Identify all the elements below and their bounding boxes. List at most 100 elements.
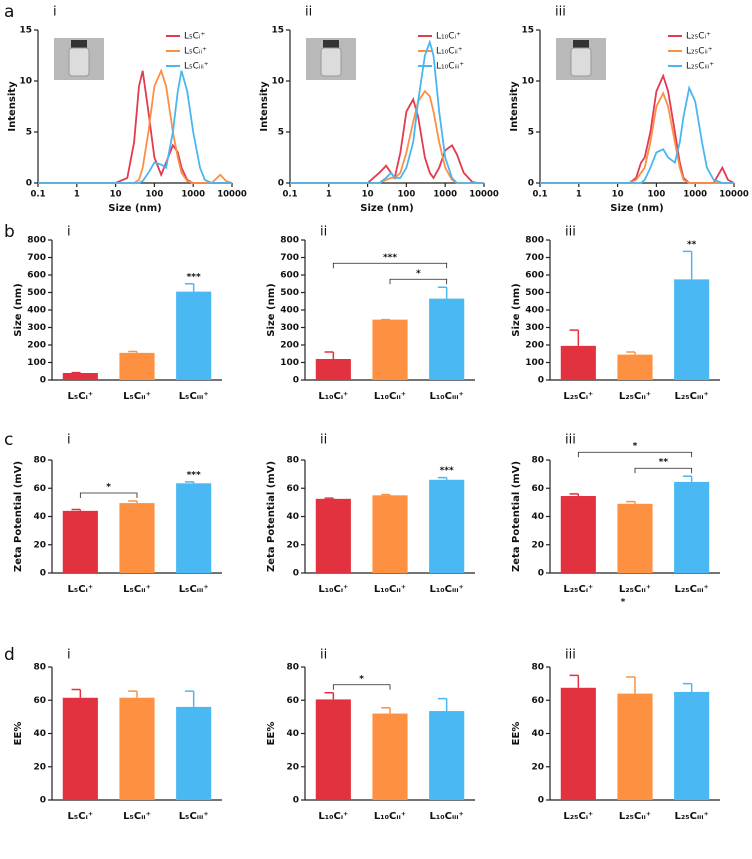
x-tick-label: 0.1 — [532, 190, 547, 200]
y-tick-label: 500 — [280, 288, 299, 298]
annotation: * — [621, 598, 626, 608]
x-tick-label: L₁₀Cᵢᵢᵢ⁺ — [430, 391, 464, 402]
y-tick-label: 0 — [293, 569, 299, 579]
significance-label: ** — [687, 240, 697, 250]
row-label: b — [4, 222, 15, 242]
x-tick-label: L₁₀Cᵢᵢᵢ⁺ — [430, 811, 464, 822]
error-bar — [184, 481, 195, 484]
y-tick-label: 15 — [19, 26, 32, 36]
significance-label: *** — [187, 470, 201, 480]
y-tick-label: 80 — [531, 663, 544, 673]
x-tick-label: L₂₅Cᵢ⁺ — [563, 391, 593, 402]
error-bar — [437, 476, 448, 480]
panel-label: i — [53, 5, 57, 20]
x-tick-label: L₅Cᵢᵢ⁺ — [123, 391, 151, 402]
bar — [372, 319, 408, 380]
y-tick-label: 400 — [27, 306, 46, 316]
panel-label: ii — [320, 225, 327, 240]
x-tick-label: L₅Cᵢ⁺ — [68, 391, 94, 402]
y-tick-label: 0 — [538, 796, 544, 806]
y-tick-label: 300 — [525, 323, 544, 333]
y-axis-label: EE% — [13, 722, 24, 746]
error-bar — [324, 351, 335, 359]
bottle — [570, 47, 592, 77]
y-tick-label: 200 — [27, 341, 46, 351]
error-bar — [569, 674, 580, 688]
x-axis-label: Size (nm) — [360, 203, 413, 214]
y-tick-label: 0 — [40, 569, 46, 579]
y-tick-label: 0 — [40, 376, 46, 386]
series-line — [290, 89, 484, 184]
bar — [315, 359, 351, 380]
y-tick-label: 60 — [531, 696, 544, 706]
error-bar — [569, 329, 580, 346]
significance-label: * — [416, 269, 421, 279]
y-tick-label: 600 — [280, 271, 299, 281]
y-axis-label: EE% — [266, 722, 277, 746]
y-tick-label: 15 — [271, 26, 284, 36]
y-tick-label: 100 — [280, 358, 299, 368]
y-tick-label: 10 — [521, 77, 534, 87]
x-tick-label: L₁₀Cᵢᵢ⁺ — [374, 811, 406, 822]
y-tick-label: 80 — [531, 456, 544, 466]
significance-label: *** — [187, 272, 201, 282]
error-bar — [324, 692, 335, 700]
legend-label: L₁₀Cᵢᵢᵢ⁺ — [436, 62, 464, 72]
error-bar — [184, 283, 195, 292]
bottle-cap — [71, 40, 87, 48]
x-tick-label: 1 — [326, 190, 332, 200]
y-tick-label: 400 — [280, 306, 299, 316]
bar — [176, 483, 212, 573]
bar — [429, 711, 465, 800]
x-tick-label: L₂₅Cᵢᵢ⁺ — [619, 391, 651, 402]
significance-bracket — [634, 467, 693, 474]
error-bar — [682, 250, 693, 280]
error-bar — [626, 676, 636, 694]
x-axis-label: Size (nm) — [108, 203, 161, 214]
bar — [176, 291, 212, 380]
significance-label: ** — [659, 458, 669, 468]
y-tick-label: 200 — [280, 341, 299, 351]
error-bar — [682, 682, 693, 692]
significance-bracket — [79, 492, 138, 498]
legend-label: L₂₅Cᵢᵢᵢ⁺ — [686, 62, 714, 72]
y-tick-label: 20 — [33, 540, 46, 550]
x-tick-label: L₅Cᵢᵢᵢ⁺ — [179, 811, 209, 822]
significance-bracket — [389, 278, 448, 285]
y-tick-label: 0 — [293, 796, 299, 806]
x-tick-label: L₁₀Cᵢᵢ⁺ — [374, 391, 406, 402]
y-tick-label: 700 — [525, 253, 544, 263]
y-tick-label: 80 — [286, 456, 299, 466]
photo-inset — [54, 38, 104, 80]
y-tick-label: 40 — [33, 512, 46, 522]
bar — [176, 706, 212, 800]
bar — [372, 713, 408, 800]
bar — [429, 479, 465, 573]
y-tick-label: 300 — [27, 323, 46, 333]
row-label: c — [4, 430, 13, 450]
significance-bracket — [577, 451, 693, 458]
x-tick-label: L₂₅Cᵢᵢᵢ⁺ — [675, 584, 709, 595]
x-tick-label: L₁₀Cᵢ⁺ — [318, 584, 348, 595]
x-tick-label: L₅Cᵢᵢ⁺ — [123, 811, 151, 822]
x-tick-label: 10000 — [469, 190, 499, 200]
bar — [560, 687, 596, 800]
error-bar — [128, 690, 138, 698]
x-tick-label: 1 — [576, 190, 582, 200]
y-tick-label: 100 — [525, 358, 544, 368]
y-tick-label: 20 — [531, 540, 544, 550]
series-line — [540, 85, 734, 184]
error-bar — [128, 500, 138, 504]
bottle-cap — [573, 40, 589, 48]
bar — [62, 373, 98, 380]
error-bar — [71, 508, 82, 511]
y-axis-label: Size (nm) — [511, 283, 522, 336]
y-tick-label: 800 — [525, 236, 544, 246]
panel-label: ii — [320, 433, 327, 448]
y-tick-label: 40 — [286, 512, 299, 522]
error-bar — [128, 350, 138, 353]
legend-label: L₅Cᵢᵢ⁺ — [184, 47, 207, 57]
y-tick-label: 10 — [19, 77, 32, 87]
row-label: a — [4, 2, 14, 22]
y-tick-label: 600 — [525, 271, 544, 281]
